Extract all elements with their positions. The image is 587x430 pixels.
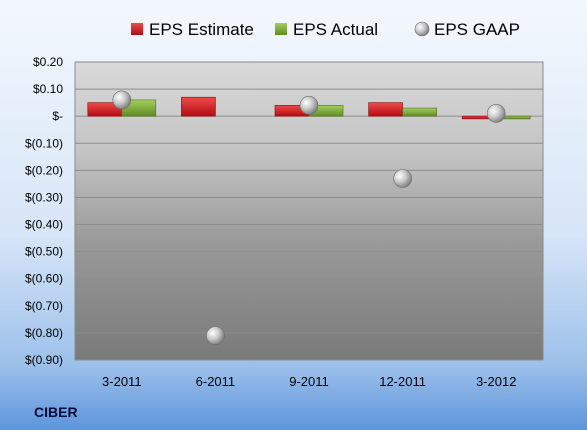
actual-bar bbox=[402, 107, 437, 117]
x-category-label: 9-2011 bbox=[289, 374, 329, 389]
gaap-marker bbox=[299, 96, 319, 115]
legend-label: EPS GAAP bbox=[434, 20, 520, 39]
legend-label: EPS Actual bbox=[293, 20, 378, 39]
legend-label: EPS Estimate bbox=[149, 20, 254, 39]
y-tick-label: $(0.70) bbox=[25, 299, 63, 313]
y-tick-label: $0.20 bbox=[33, 55, 63, 69]
y-axis-ticks: $0.20 $0.10 $- $(0.10) $(0.20) $(0.30) $(0.40)… bbox=[25, 55, 63, 367]
y-tick-label: $(0.50) bbox=[25, 245, 63, 259]
estimate-bar bbox=[181, 96, 216, 117]
y-tick-label: $(0.60) bbox=[25, 272, 63, 286]
y-tick-label: $(0.20) bbox=[25, 163, 63, 177]
legend-swatch bbox=[414, 21, 430, 37]
x-category-label: 6-2011 bbox=[196, 374, 236, 389]
y-tick-label: $(0.10) bbox=[25, 136, 63, 150]
legend: EPS Estimate EPS Actual EPS GAAP bbox=[131, 20, 520, 39]
gaap-marker bbox=[393, 169, 412, 188]
x-category-label: 3-2011 bbox=[102, 374, 142, 389]
legend-swatch bbox=[275, 23, 287, 35]
estimate-bar bbox=[368, 102, 403, 117]
y-tick-label: $0.10 bbox=[33, 82, 63, 96]
gaap-marker bbox=[486, 104, 506, 123]
company-label: CIBER bbox=[34, 404, 78, 420]
gaap-markers bbox=[112, 90, 506, 345]
legend-swatch bbox=[131, 23, 143, 35]
gaap-marker bbox=[206, 326, 225, 345]
y-tick-label: $(0.30) bbox=[25, 190, 63, 204]
bars bbox=[87, 96, 531, 120]
x-axis-categories: 3-2011 6-2011 9-2011 12-2011 3-2012 bbox=[102, 374, 516, 389]
gaap-marker bbox=[112, 90, 132, 110]
x-category-label: 3-2012 bbox=[476, 374, 516, 389]
y-tick-label: $(0.90) bbox=[25, 353, 63, 367]
y-tick-label: $- bbox=[52, 109, 63, 123]
y-tick-label: $(0.40) bbox=[25, 218, 63, 232]
x-category-label: 12-2011 bbox=[379, 374, 426, 389]
y-tick-label: $(0.80) bbox=[25, 326, 63, 340]
